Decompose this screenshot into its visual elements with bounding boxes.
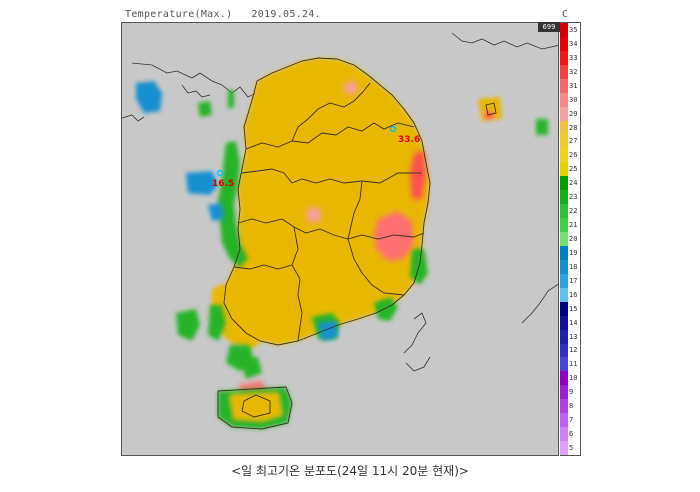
- legend-value: 28: [569, 123, 578, 132]
- legend-swatch: [560, 357, 568, 372]
- legend-swatch: [560, 204, 568, 219]
- legend-swatch: [560, 427, 568, 442]
- legend-value: 11: [569, 360, 578, 369]
- legend-swatch: [560, 64, 568, 79]
- legend-value: 34: [569, 39, 578, 48]
- legend-value: 8: [569, 402, 574, 411]
- map-caption: <일 최고기온 분포도(24일 11시 20분 현재)>: [231, 464, 469, 478]
- legend-value: 25: [569, 165, 578, 174]
- legend-swatch: [560, 441, 568, 455]
- legend-value: 29: [569, 109, 578, 118]
- legend-value: 15: [569, 304, 578, 313]
- station-markers: [216, 125, 397, 177]
- legend-swatch: [560, 120, 568, 135]
- legend-swatch: [560, 287, 568, 302]
- warm-region: [224, 58, 430, 345]
- legend-swatch: [560, 385, 568, 400]
- legend-swatch: [560, 162, 568, 177]
- legend-value: 6: [569, 430, 574, 439]
- legend-value: 30: [569, 95, 578, 104]
- legend-value: 21: [569, 221, 578, 230]
- legend-swatch: [560, 245, 568, 260]
- legend-value: 18: [569, 262, 578, 271]
- legend-value: 14: [569, 318, 578, 327]
- legend-value: 22: [569, 207, 578, 216]
- title-text: Temperature(Max.): [125, 9, 233, 20]
- legend-value: 32: [569, 67, 578, 76]
- legend-swatch: [560, 92, 568, 107]
- legend-value: 10: [569, 374, 578, 383]
- legend-swatch: [560, 273, 568, 288]
- legend-value: 23: [569, 193, 578, 202]
- legend-value: 19: [569, 248, 578, 257]
- legend-swatch: [560, 23, 568, 37]
- legend-swatch: [560, 399, 568, 414]
- legend-swatch: [560, 78, 568, 93]
- coastline-north: [122, 32, 558, 372]
- province-boundaries: [217, 57, 497, 430]
- legend-swatch: [560, 371, 568, 386]
- legend-value: 7: [569, 416, 574, 425]
- legend-swatch: [560, 36, 568, 51]
- legend-swatch: [560, 50, 568, 65]
- map-title: Temperature(Max.) 2019.05.24.: [125, 8, 321, 22]
- legend-swatch: [560, 329, 568, 344]
- legend-swatch: [560, 259, 568, 274]
- cool-zones: [136, 81, 338, 341]
- station-marker-west: [216, 169, 224, 177]
- mild-zones: [176, 89, 548, 379]
- unit-label: C: [561, 9, 568, 20]
- legend-value: 33: [569, 53, 578, 62]
- temperature-map: 33.6 16.5: [121, 22, 559, 456]
- legend-value: 35: [569, 25, 578, 34]
- legend-value: 31: [569, 81, 578, 90]
- station-label-west: 16.5: [212, 179, 235, 189]
- legend-max-label: 699: [538, 22, 560, 32]
- date-text: 2019.05.24.: [251, 9, 321, 20]
- station-marker-east: [389, 125, 397, 133]
- legend-value: 20: [569, 235, 578, 243]
- legend-value: 13: [569, 332, 578, 341]
- legend-value: 17: [569, 276, 578, 285]
- legend-swatch: [560, 232, 568, 246]
- legend-swatch: [560, 190, 568, 205]
- station-label-east: 33.6: [398, 135, 421, 145]
- legend-value: 5: [569, 444, 574, 453]
- legend-swatch: [560, 343, 568, 358]
- legend-value: 26: [569, 151, 578, 160]
- jeju-island: [218, 387, 292, 429]
- legend-value: 27: [569, 137, 578, 146]
- legend-swatch: [560, 176, 568, 191]
- color-legend: 35 34 33 32 31 30 29 28 27 26 25 24 23 22 21 20 19 18 17 16…: [560, 22, 581, 456]
- legend-value: 16: [569, 290, 578, 299]
- legend-swatch: [560, 315, 568, 330]
- map-header: Temperature(Max.) 2019.05.24. C: [121, 8, 580, 22]
- map-svg: [122, 32, 558, 430]
- ulleung-island: [478, 97, 502, 121]
- legend-swatch: [560, 218, 568, 233]
- legend-swatch: [560, 106, 568, 121]
- legend-swatch: [560, 301, 568, 316]
- legend-swatch: [560, 148, 568, 163]
- legend-value: 9: [569, 388, 574, 397]
- legend-value: 24: [569, 179, 578, 188]
- legend-value: 12: [569, 346, 578, 355]
- legend-swatch: [560, 134, 568, 149]
- legend-swatch: [560, 413, 568, 428]
